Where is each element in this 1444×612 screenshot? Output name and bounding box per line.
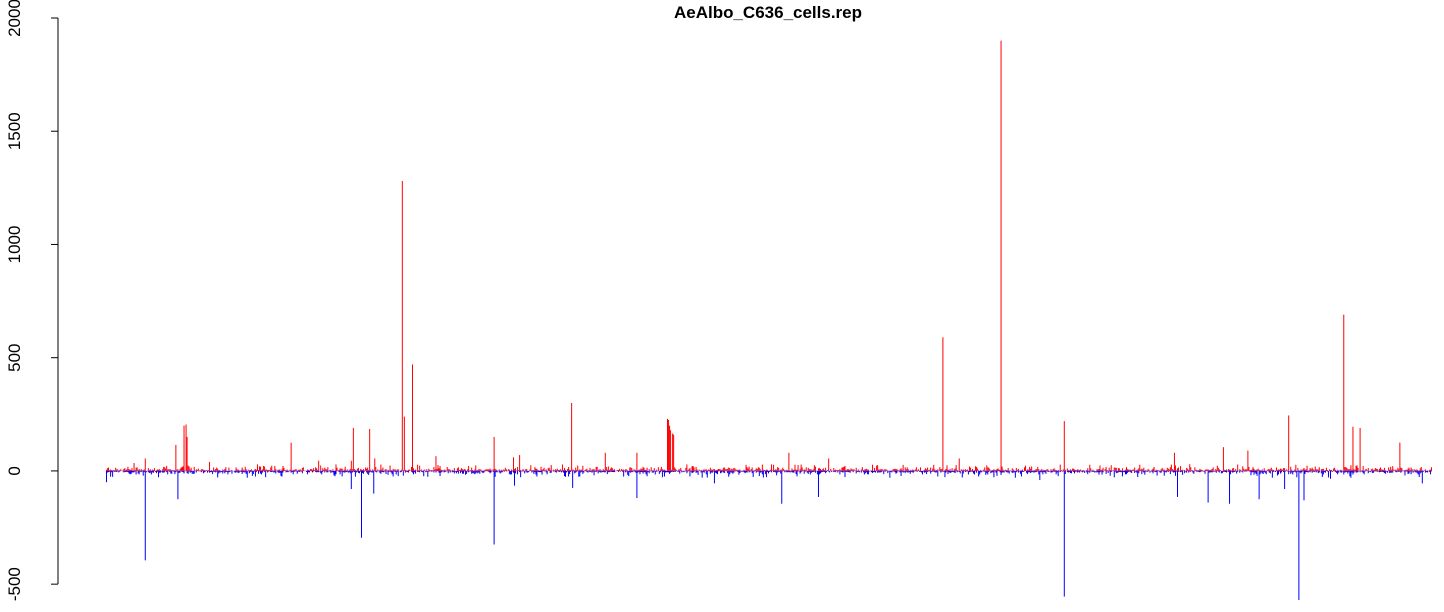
y-tick-label: 500 [5, 344, 24, 372]
bars-negative [106, 470, 1432, 600]
y-tick-label: 1500 [5, 112, 24, 150]
y-tick-label: 2000 [5, 0, 24, 37]
y-tick-label: 0 [5, 466, 24, 475]
y-tick-label: 1000 [5, 226, 24, 264]
y-axis: -500 0 500 1000 1500 2000 [5, 0, 59, 601]
y-tick-label: -500 [5, 567, 24, 601]
chart-title: AeAlbo_C636_cells.rep [674, 3, 862, 22]
bars-positive [106, 40, 1432, 471]
